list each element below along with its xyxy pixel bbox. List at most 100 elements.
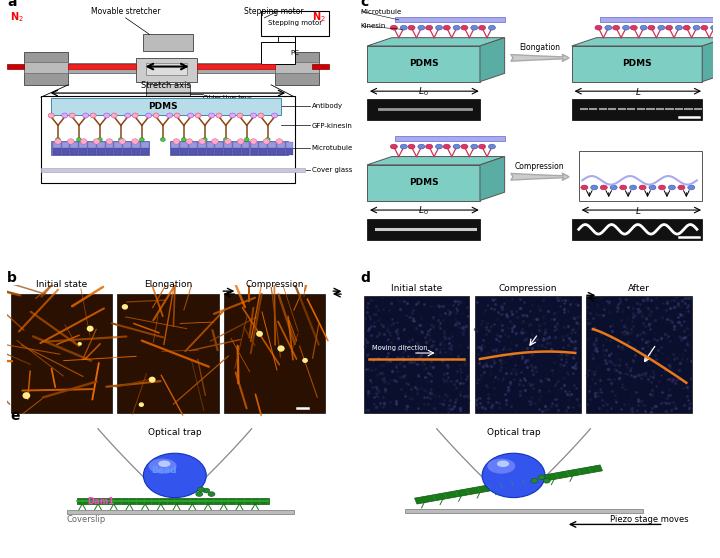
Point xyxy=(619,369,631,378)
Point xyxy=(598,302,610,311)
Point xyxy=(528,384,539,393)
Point xyxy=(641,354,652,363)
Point xyxy=(379,377,390,386)
Point xyxy=(533,304,544,312)
Point xyxy=(631,299,643,307)
Point xyxy=(620,323,631,332)
Point xyxy=(669,295,680,304)
Point xyxy=(685,373,697,382)
Point xyxy=(507,348,518,357)
Point xyxy=(646,386,657,395)
Point xyxy=(489,305,500,314)
Point xyxy=(666,318,678,326)
Point xyxy=(570,327,581,336)
Point xyxy=(660,406,672,415)
Point xyxy=(589,343,600,352)
Point xyxy=(610,360,621,369)
Point xyxy=(514,294,526,303)
Point xyxy=(397,348,409,357)
Circle shape xyxy=(149,377,156,383)
Point xyxy=(490,300,502,309)
Point xyxy=(590,347,602,355)
Point xyxy=(539,328,551,336)
Point xyxy=(477,340,488,349)
Point xyxy=(665,374,676,383)
Point xyxy=(479,306,490,315)
Point xyxy=(391,317,402,326)
Point xyxy=(611,306,623,315)
Point xyxy=(462,383,473,392)
Point xyxy=(524,306,536,315)
Text: b: b xyxy=(7,271,17,285)
Point xyxy=(410,324,422,333)
Point xyxy=(639,347,651,356)
Point xyxy=(489,295,500,304)
Point xyxy=(489,319,500,328)
Point xyxy=(490,300,501,309)
Circle shape xyxy=(139,402,144,407)
Bar xyxy=(114,148,122,155)
Point xyxy=(470,395,482,404)
Point xyxy=(648,358,660,367)
Point xyxy=(640,357,652,365)
Circle shape xyxy=(68,139,74,144)
Point xyxy=(665,378,677,387)
Point xyxy=(525,379,536,388)
Point xyxy=(581,367,593,376)
Point xyxy=(405,312,416,321)
Circle shape xyxy=(590,185,598,190)
Point xyxy=(616,372,627,381)
Point xyxy=(361,350,373,359)
Point xyxy=(418,359,430,368)
Point xyxy=(610,335,621,344)
Bar xyxy=(51,142,149,155)
Point xyxy=(488,358,500,367)
Point xyxy=(526,381,537,389)
Point xyxy=(405,385,416,394)
Point xyxy=(566,329,577,338)
Bar xyxy=(180,148,188,155)
Circle shape xyxy=(62,113,68,118)
Point xyxy=(423,400,434,409)
Point xyxy=(527,369,539,378)
Point xyxy=(370,310,382,319)
Point xyxy=(632,347,644,355)
Point xyxy=(614,297,626,306)
Point xyxy=(675,311,687,320)
Bar xyxy=(106,148,114,155)
Circle shape xyxy=(223,138,228,142)
Point xyxy=(593,391,604,400)
Point xyxy=(664,316,675,325)
Circle shape xyxy=(119,138,123,142)
Point xyxy=(366,296,377,305)
Point xyxy=(570,359,582,368)
Point xyxy=(429,407,441,416)
Point xyxy=(384,331,396,340)
Point xyxy=(480,330,492,339)
Point xyxy=(401,299,413,307)
Bar xyxy=(146,84,190,104)
Point xyxy=(559,323,570,332)
Point xyxy=(371,402,382,411)
Point xyxy=(658,407,670,416)
Point xyxy=(524,400,536,408)
Point xyxy=(500,395,512,404)
Point xyxy=(595,329,607,338)
Point xyxy=(639,301,650,310)
Text: Elongation: Elongation xyxy=(519,43,560,52)
Point xyxy=(656,312,667,321)
Point xyxy=(451,367,462,376)
Point xyxy=(514,387,526,396)
Point xyxy=(522,333,534,341)
Point xyxy=(482,348,493,357)
Point xyxy=(461,372,472,381)
Point xyxy=(413,297,424,306)
Point xyxy=(367,356,379,365)
Point xyxy=(613,373,625,382)
Point xyxy=(588,353,599,362)
Bar xyxy=(170,142,288,155)
Point xyxy=(418,400,430,408)
Point xyxy=(374,401,386,410)
Point xyxy=(427,312,438,321)
Point xyxy=(526,350,538,359)
